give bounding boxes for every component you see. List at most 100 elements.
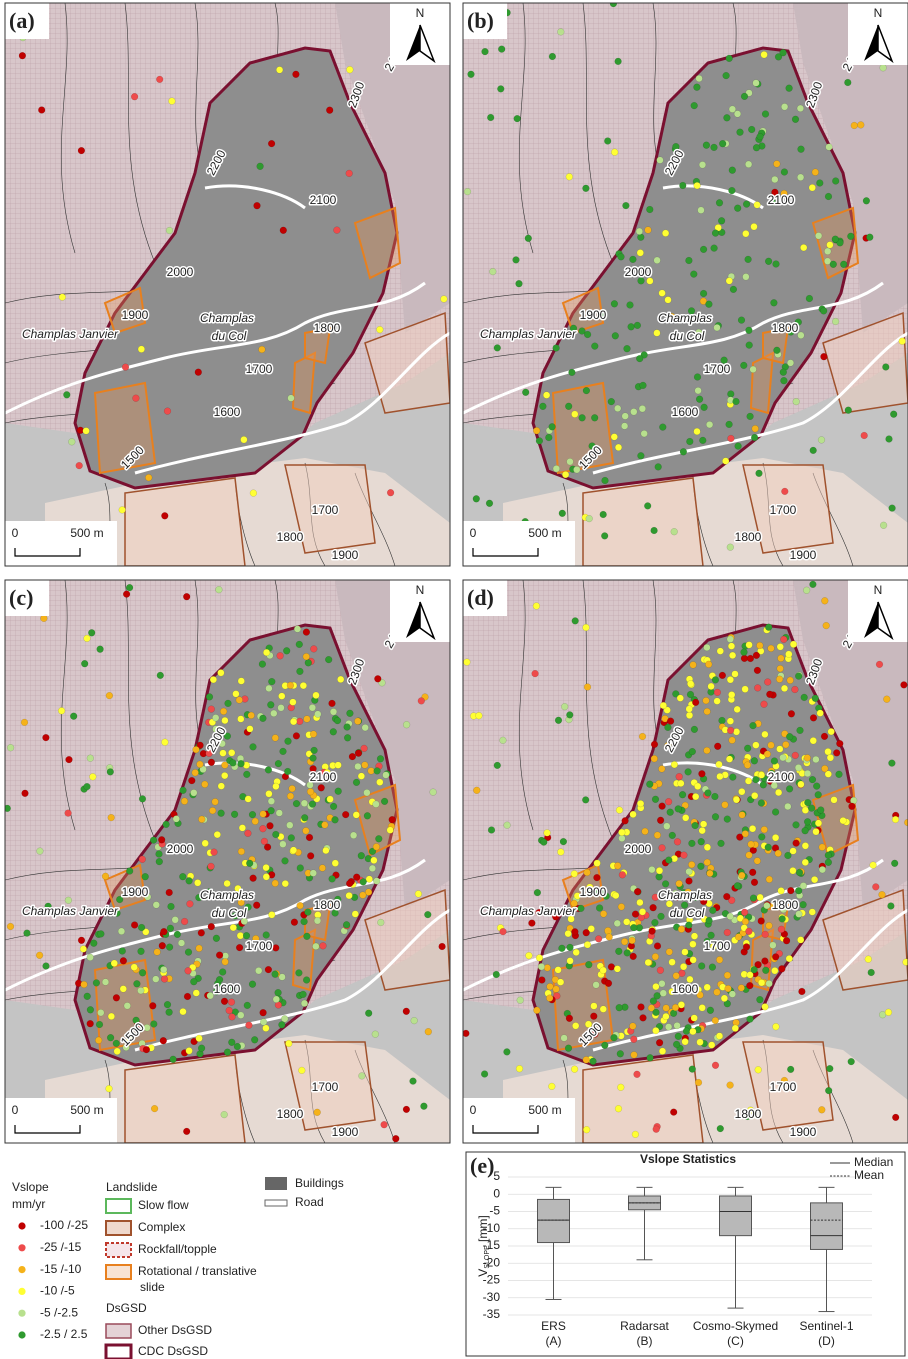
ps-point — [106, 1085, 113, 1092]
ps-point — [691, 1015, 698, 1022]
ps-point — [786, 85, 793, 92]
ps-point — [346, 880, 353, 887]
ps-point — [614, 405, 621, 412]
ps-point — [654, 832, 661, 839]
ps-point — [629, 1023, 636, 1030]
ps-point — [244, 1002, 251, 1009]
ps-point — [739, 812, 746, 819]
contour-label: 1700 — [770, 503, 797, 517]
ps-point — [880, 64, 887, 71]
x-tick-label: Cosmo-Skymed — [693, 1319, 778, 1333]
place-label: Champlas Janvier — [22, 904, 119, 918]
ps-point — [263, 932, 270, 939]
ps-point — [847, 233, 854, 240]
ps-point — [371, 857, 378, 864]
ps-point — [297, 902, 304, 909]
y-tick-label: -15 — [483, 1238, 501, 1252]
ps-point — [526, 952, 533, 959]
ps-point — [36, 952, 43, 959]
ps-point — [43, 734, 50, 741]
ps-point — [594, 874, 601, 881]
ps-point — [802, 827, 809, 834]
ps-point — [251, 1036, 258, 1043]
ps-point — [676, 880, 683, 887]
ps-point — [212, 714, 219, 721]
ps-point — [291, 919, 298, 926]
ps-point — [268, 678, 275, 685]
ps-point — [254, 202, 261, 209]
ps-point — [775, 850, 782, 857]
ps-point — [793, 840, 800, 847]
ps-point — [634, 1071, 641, 1078]
ps-point — [142, 873, 149, 880]
ps-point — [812, 169, 819, 176]
contour-label: 1700 — [704, 939, 731, 953]
legend-symbol — [106, 1265, 131, 1279]
ps-point — [677, 695, 684, 702]
ps-point — [718, 217, 725, 224]
ps-point — [123, 591, 130, 598]
ps-point — [780, 754, 787, 761]
ps-point — [682, 814, 689, 821]
ps-point — [741, 909, 748, 916]
ps-point — [583, 387, 590, 394]
ps-point — [797, 105, 804, 112]
ps-point — [746, 982, 753, 989]
ps-point — [41, 615, 48, 622]
ps-point — [823, 622, 830, 629]
ps-point — [742, 686, 749, 693]
ps-point — [522, 389, 529, 396]
ps-point — [360, 879, 367, 886]
ps-point — [623, 919, 630, 926]
ps-point — [764, 679, 771, 686]
ps-point — [746, 327, 753, 334]
ps-point — [685, 769, 692, 776]
ps-point — [373, 801, 380, 808]
ps-point — [561, 703, 568, 710]
ps-point — [758, 979, 765, 986]
scale-label: 0 — [470, 526, 477, 540]
place-label: Champlas Janvier — [480, 904, 577, 918]
contour-label: 1900 — [332, 548, 359, 562]
contour-label: 1900 — [122, 885, 149, 899]
ps-point — [311, 747, 318, 754]
ps-point — [553, 345, 560, 352]
ps-point — [745, 778, 752, 785]
ps-point — [701, 404, 708, 411]
ps-point — [268, 140, 275, 147]
ps-point — [716, 761, 723, 768]
ps-point — [359, 1073, 366, 1080]
ps-point — [630, 1036, 637, 1043]
legend-label: Road — [295, 1195, 324, 1209]
ps-point — [546, 995, 553, 1002]
ps-point — [764, 902, 771, 909]
ps-point — [723, 893, 730, 900]
ps-point — [549, 53, 556, 60]
ps-point — [743, 273, 750, 280]
ps-point — [725, 985, 732, 992]
ps-point — [615, 58, 622, 65]
ps-point — [366, 876, 373, 883]
ps-point — [22, 790, 29, 797]
ps-point — [318, 784, 325, 791]
y-tick-label: -30 — [483, 1290, 501, 1304]
ps-point — [293, 733, 300, 740]
ps-point — [326, 107, 333, 114]
ps-point — [172, 916, 179, 923]
ps-point — [113, 1040, 120, 1047]
ps-point — [680, 448, 687, 455]
legend-label: Rotational / translative — [138, 1264, 257, 1278]
ps-point — [704, 844, 711, 851]
ps-point — [87, 1020, 94, 1027]
ps-point — [600, 967, 607, 974]
ps-point — [833, 750, 840, 757]
ps-point — [143, 1046, 150, 1053]
ps-point — [161, 976, 168, 983]
ps-point — [866, 234, 873, 241]
ps-point — [584, 331, 591, 338]
ps-point — [724, 972, 731, 979]
ps-point — [355, 750, 362, 757]
ps-point — [638, 1004, 645, 1011]
ps-point — [600, 1006, 607, 1013]
legend-symbol — [18, 1310, 25, 1317]
